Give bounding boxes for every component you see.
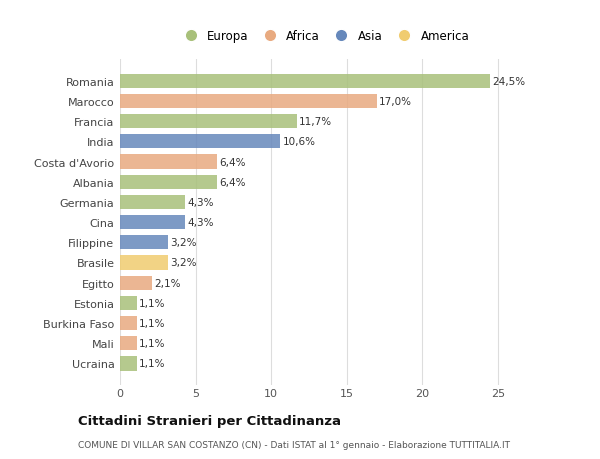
- Text: 3,2%: 3,2%: [170, 238, 197, 248]
- Bar: [120, 316, 137, 330]
- Text: Cittadini Stranieri per Cittadinanza: Cittadini Stranieri per Cittadinanza: [78, 414, 341, 428]
- Bar: [120, 336, 137, 351]
- Text: COMUNE DI VILLAR SAN COSTANZO (CN) - Dati ISTAT al 1° gennaio - Elaborazione TUT: COMUNE DI VILLAR SAN COSTANZO (CN) - Dat…: [78, 441, 510, 449]
- Text: 6,4%: 6,4%: [219, 157, 245, 167]
- Bar: [120, 196, 185, 209]
- Text: 1,1%: 1,1%: [139, 319, 166, 328]
- Text: 1,1%: 1,1%: [139, 298, 166, 308]
- Bar: [120, 95, 377, 109]
- Text: 4,3%: 4,3%: [187, 197, 214, 207]
- Text: 2,1%: 2,1%: [154, 278, 181, 288]
- Text: 17,0%: 17,0%: [379, 97, 412, 106]
- Text: 10,6%: 10,6%: [283, 137, 316, 147]
- Bar: [120, 296, 137, 310]
- Text: 4,3%: 4,3%: [187, 218, 214, 228]
- Text: 3,2%: 3,2%: [170, 258, 197, 268]
- Text: 11,7%: 11,7%: [299, 117, 332, 127]
- Bar: [120, 115, 297, 129]
- Bar: [120, 74, 490, 89]
- Bar: [120, 175, 217, 190]
- Bar: [120, 276, 152, 290]
- Bar: [120, 236, 169, 250]
- Bar: [120, 357, 137, 371]
- Text: 24,5%: 24,5%: [493, 77, 526, 87]
- Legend: Europa, Africa, Asia, America: Europa, Africa, Asia, America: [175, 27, 473, 46]
- Text: 1,1%: 1,1%: [139, 339, 166, 348]
- Bar: [120, 256, 169, 270]
- Bar: [120, 135, 280, 149]
- Bar: [120, 216, 185, 230]
- Text: 6,4%: 6,4%: [219, 177, 245, 187]
- Bar: [120, 155, 217, 169]
- Text: 1,1%: 1,1%: [139, 358, 166, 369]
